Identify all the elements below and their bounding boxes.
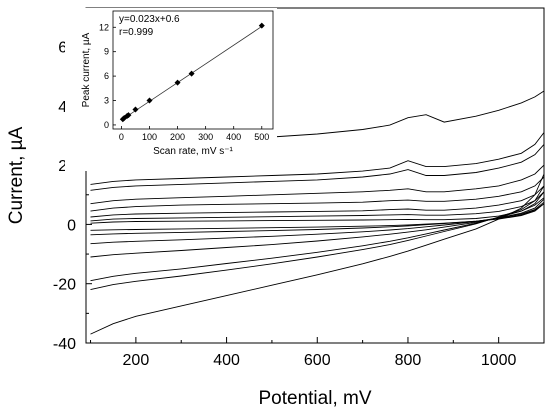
inset-y-tick-label: 12 [99, 22, 109, 32]
inset-data-point [258, 22, 265, 29]
voltammogram-curve [90, 173, 545, 335]
inset-x-tick-label: 500 [254, 132, 269, 142]
inset-x-tick-label: 400 [226, 132, 241, 142]
x-axis-label: Potential, mV [259, 388, 372, 409]
voltammogram-curve [90, 191, 545, 222]
voltammogram-curve [90, 132, 545, 185]
inset-y-tick-label: 6 [104, 71, 109, 81]
inset-x-tick-label: 0 [119, 132, 124, 142]
inset-plot: 0 100 200 300 400 500 0 3 6 9 12 y=0.023x+0.6 r=0… [65, 8, 277, 171]
inset-data-point [188, 70, 195, 77]
inset-data-points [119, 22, 265, 123]
inset-x-tick-label: 100 [142, 132, 157, 142]
inset-x-tick-label: 300 [198, 132, 213, 142]
x-tick-label: 400 [213, 352, 240, 369]
voltammogram-curve [90, 185, 545, 218]
inset-y-axis-ticks: 0 3 6 9 12 [99, 22, 116, 130]
voltammogram-curve [90, 203, 545, 231]
inset-data-point [146, 97, 153, 104]
inset-equation-label: y=0.023x+0.6 [119, 14, 180, 25]
y-tick-label: 0 [67, 217, 76, 234]
voltammogram-curve [90, 185, 545, 291]
voltammogram-curve [90, 198, 545, 258]
inset-y-tick-label: 0 [104, 120, 109, 130]
voltammogram-curve [90, 203, 545, 236]
voltammogram-curve [90, 197, 545, 224]
voltammogram-curve [90, 144, 545, 191]
inset-x-axis-label: Scan rate, mV s⁻¹ [153, 146, 233, 157]
inset-x-axis-ticks: 0 100 200 300 400 500 [119, 126, 269, 142]
voltammogram-curve [90, 191, 545, 282]
y-axis-label: Current, µA [6, 126, 27, 224]
main-plot-frame [85, 7, 545, 344]
y-tick-label: -40 [53, 336, 76, 353]
inset-data-point [132, 106, 139, 113]
inset-data-point [174, 79, 181, 86]
x-tick-label: 1000 [481, 352, 517, 369]
inset-data-point [125, 112, 132, 119]
x-tick-label: 200 [123, 352, 150, 369]
voltammogram-curve [90, 176, 545, 212]
inset-plot-frame [112, 10, 274, 130]
x-tick-label: 600 [304, 352, 331, 369]
inset-y-tick-label: 9 [104, 47, 109, 57]
y-tick-label: -20 [53, 277, 76, 294]
inset-y-tick-label: 3 [104, 96, 109, 106]
x-axis-ticks: 200 400 600 800 1000 [90, 337, 545, 369]
inset-y-axis-label: Peak current, µA [81, 32, 92, 107]
voltammogram-curves [90, 90, 545, 335]
inset-background [65, 8, 277, 171]
inset-correlation-label: r=0.999 [119, 27, 154, 38]
inset-x-tick-label: 200 [170, 132, 185, 142]
x-tick-label: 800 [395, 352, 422, 369]
voltammogram-curve [90, 164, 545, 205]
